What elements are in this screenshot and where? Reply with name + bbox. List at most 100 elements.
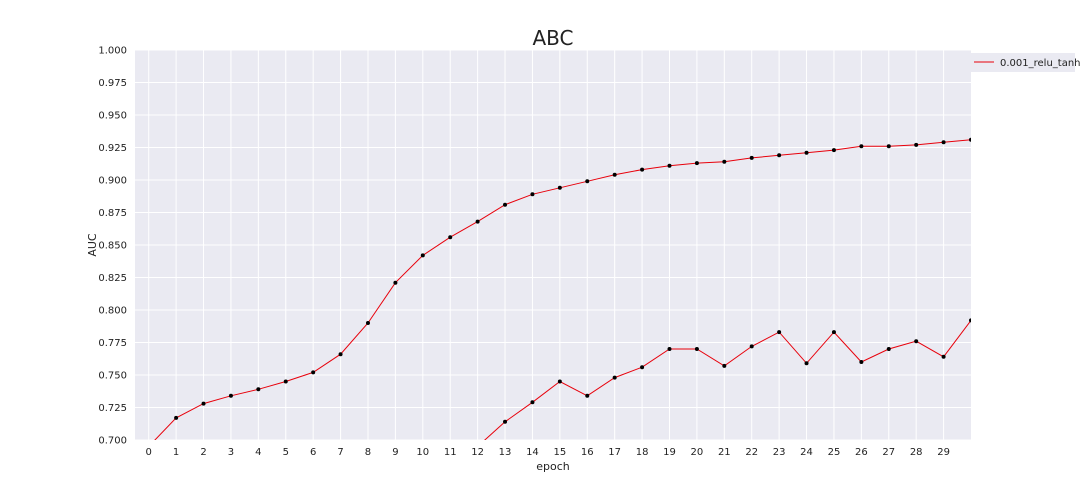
data-point [804, 361, 809, 366]
x-tick-label: 21 [718, 447, 731, 458]
x-tick-label: 29 [937, 447, 950, 458]
y-tick-label: 0.775 [98, 338, 127, 349]
data-point [722, 159, 727, 164]
tick-labels: 0.700 0.725 0.750 0.775 0.800 0.825 0.850 0.875… [98, 46, 950, 459]
data-point [420, 253, 425, 258]
data-point [886, 347, 891, 351]
y-axis-label: AUC [86, 233, 99, 257]
data-point [941, 354, 946, 359]
x-tick-label: 11 [444, 447, 457, 458]
y-tick-label: 1.000 [98, 46, 127, 57]
data-point [749, 344, 754, 349]
data-point [393, 280, 398, 285]
data-point [201, 401, 206, 406]
chart-title: ABC [532, 26, 573, 50]
x-tick-label: 3 [228, 447, 234, 458]
x-tick-label: 5 [283, 447, 289, 458]
data-point [640, 365, 645, 370]
data-point [174, 415, 179, 420]
x-tick-label: 12 [471, 447, 484, 458]
x-tick-label: 26 [855, 447, 868, 458]
x-tick-label: 25 [828, 447, 841, 458]
data-point [831, 330, 836, 335]
data-point [914, 339, 919, 344]
data-point [667, 347, 672, 351]
data-point [777, 153, 782, 158]
x-tick-label: 8 [365, 447, 371, 458]
data-point [448, 235, 453, 240]
grid [135, 49, 971, 441]
data-point [969, 318, 971, 323]
y-tick-label: 0.700 [98, 436, 127, 447]
x-tick-label: 2 [200, 447, 206, 458]
x-tick-label: 15 [553, 447, 566, 458]
data-point [228, 393, 233, 398]
data-point [311, 370, 316, 375]
data-point [530, 400, 535, 405]
x-tick-label: 28 [910, 447, 923, 458]
data-point [777, 330, 782, 335]
x-tick-label: 17 [608, 447, 621, 458]
x-tick-label: 1 [173, 447, 179, 458]
x-tick-label: 10 [416, 447, 429, 458]
data-point [475, 219, 480, 224]
y-tick-label: 0.950 [98, 111, 127, 122]
y-tick-label: 0.925 [98, 143, 127, 154]
data-point [886, 144, 891, 149]
data-point [969, 137, 971, 142]
data-point [941, 140, 946, 145]
data-point [749, 155, 754, 160]
data-point [640, 167, 645, 172]
data-point [557, 379, 562, 384]
data-point [503, 419, 508, 424]
x-tick-label: 14 [526, 447, 539, 458]
legend-box [969, 53, 1075, 72]
data-point [365, 321, 370, 325]
legend: 0.001_relu_tanh [969, 53, 1080, 72]
y-tick-label: 0.800 [98, 306, 127, 317]
data-point [914, 142, 919, 147]
x-tick-label: 0 [146, 447, 152, 458]
data-point [256, 387, 261, 392]
data-point [722, 363, 727, 368]
data-point [859, 360, 864, 364]
y-tick-label: 0.750 [98, 371, 127, 382]
x-tick-label: 9 [392, 447, 398, 458]
x-axis-label: epoch [536, 460, 570, 473]
y-tick-label: 0.975 [98, 78, 127, 89]
data-point [503, 202, 508, 207]
x-tick-label: 16 [581, 447, 594, 458]
data-point [694, 347, 699, 351]
data-point [831, 148, 836, 153]
x-tick-label: 24 [800, 447, 813, 458]
x-tick-label: 27 [882, 447, 895, 458]
data-point [338, 352, 343, 357]
data-point [694, 161, 699, 166]
x-tick-label: 6 [310, 447, 316, 458]
y-tick-label: 0.850 [98, 241, 127, 252]
x-tick-label: 22 [745, 447, 758, 458]
data-point [804, 150, 809, 155]
x-tick-label: 13 [499, 447, 512, 458]
y-tick-label: 0.825 [98, 273, 127, 284]
x-tick-label: 19 [663, 447, 676, 458]
data-point [612, 172, 617, 177]
x-tick-label: 4 [255, 447, 261, 458]
x-tick-label: 7 [337, 447, 343, 458]
data-point [859, 144, 864, 149]
data-point [585, 393, 590, 398]
data-point [557, 185, 562, 190]
x-tick-label: 23 [773, 447, 786, 458]
data-point [530, 192, 535, 197]
series-layer [154, 137, 971, 440]
y-tick-label: 0.875 [98, 208, 127, 219]
data-point [667, 163, 672, 168]
data-point [612, 375, 617, 380]
x-tick-label: 18 [636, 447, 649, 458]
data-point [283, 379, 288, 384]
legend-label: 0.001_relu_tanh [1000, 58, 1080, 69]
y-tick-label: 0.900 [98, 176, 127, 187]
x-tick-label: 20 [691, 447, 704, 458]
y-tick-label: 0.725 [98, 403, 127, 414]
